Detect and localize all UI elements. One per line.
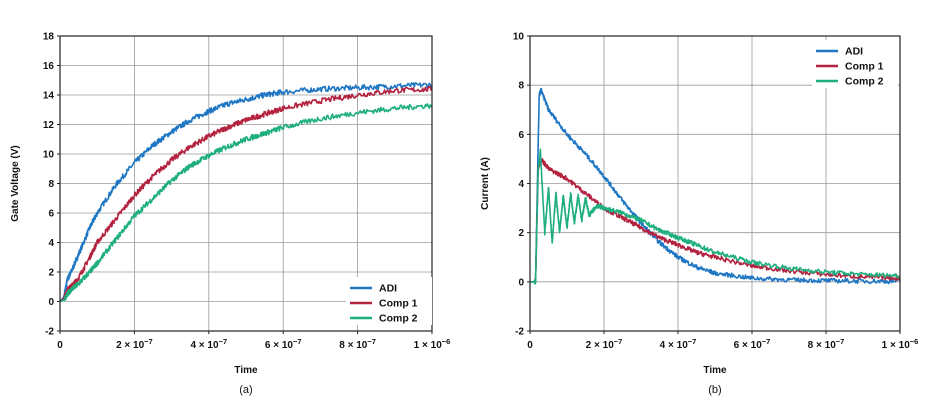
- legend-label: ADI: [379, 283, 397, 295]
- y-tick-label: -2: [45, 327, 54, 338]
- x-tick-label: 0: [527, 340, 533, 351]
- y-tick-label: 4: [48, 238, 54, 249]
- y-tick-label: 0: [48, 297, 54, 308]
- x-tick-label: 2 × 10−7: [116, 337, 153, 351]
- figure-caption: (a): [239, 384, 252, 396]
- y-tick-label: 2: [48, 268, 54, 279]
- y-tick-label: 8: [48, 179, 54, 190]
- x-tick-label: 1 × 10−6: [414, 337, 451, 351]
- legend-label: Comp 2: [845, 76, 884, 88]
- legend-label: Comp 1: [379, 298, 418, 310]
- y-tick-label: 14: [43, 91, 55, 102]
- series-line-comp-2: [59, 103, 433, 303]
- y-tick-label: 16: [43, 61, 55, 72]
- series-line-comp-2: [529, 148, 901, 285]
- y-tick-label: 8: [518, 81, 524, 92]
- x-tick-label: 1 × 10−6: [882, 337, 919, 351]
- legend-label: Comp 1: [845, 61, 884, 73]
- x-tick-label: 8 × 10−7: [339, 337, 376, 351]
- y-tick-label: 4: [518, 179, 524, 190]
- legend-label: Comp 2: [379, 313, 418, 325]
- x-tick-label: 6 × 10−7: [265, 337, 302, 351]
- series-line-adi: [59, 82, 433, 303]
- figure-caption: (b): [708, 384, 721, 396]
- x-tick-label: 8 × 10−7: [808, 337, 845, 351]
- legend: ADI Comp 1 Comp 2: [346, 277, 432, 325]
- x-tick-label: 4 × 10−7: [190, 337, 227, 351]
- x-tick-label: 4 × 10−7: [660, 337, 697, 351]
- y-tick-label: 12: [43, 120, 55, 131]
- y-tick-label: 10: [513, 32, 525, 43]
- x-axis-label: Time: [703, 365, 727, 376]
- x-tick-label: 0: [57, 340, 63, 351]
- legend: ADI Comp 1 Comp 2: [812, 40, 898, 88]
- legend-label: ADI: [845, 46, 863, 58]
- y-tick-label: 18: [43, 32, 55, 43]
- y-tick-label: -2: [515, 327, 524, 338]
- y-tick-label: 10: [43, 150, 55, 161]
- y-axis-label: Current (A): [480, 157, 491, 210]
- series-line-adi: [529, 87, 901, 285]
- x-tick-label: 2 × 10−7: [586, 337, 623, 351]
- y-tick-label: 0: [518, 277, 524, 288]
- x-tick-label: 6 × 10−7: [734, 337, 771, 351]
- y-axis-label: Gate Voltage (V): [10, 145, 21, 222]
- y-tick-label: 2: [518, 228, 524, 239]
- y-tick-label: 6: [48, 209, 54, 220]
- series-line-comp-1: [59, 85, 433, 303]
- x-axis-label: Time: [234, 365, 258, 376]
- series-line-comp-1: [529, 157, 901, 284]
- y-tick-label: 6: [518, 130, 524, 141]
